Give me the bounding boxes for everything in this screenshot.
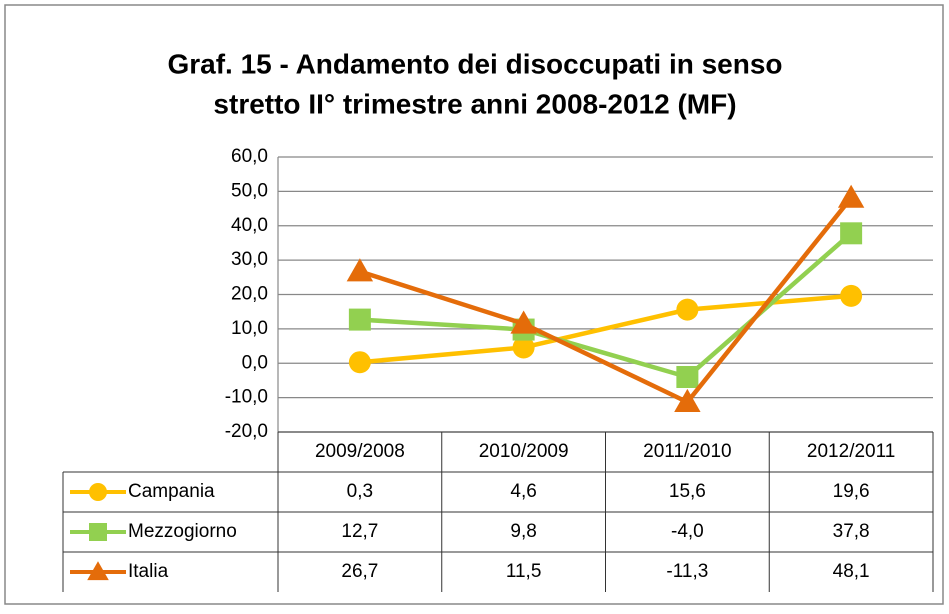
chart-subtitle: stretto II° trimestre anni 2008-2012 (MF… (213, 88, 736, 119)
chart-border (4, 4, 944, 605)
table-value: -11,3 (666, 561, 708, 582)
legend-marker (87, 561, 109, 581)
series-line (359, 231, 853, 380)
grid: -20,0 -10,0 0,0 10,0 20,0 30,0 40,0 50,0 60,0 (225, 146, 933, 442)
y-tick-label: 50,0 (231, 180, 268, 201)
y-tick-label: 60,0 (231, 146, 268, 167)
y-tick-label: -20,0 (225, 421, 268, 442)
table-value: 26,7 (341, 561, 378, 582)
table-value: 0,3 (347, 481, 373, 502)
marker (840, 284, 863, 307)
table-value: 12,7 (341, 521, 378, 542)
table-value: 4,6 (510, 481, 536, 502)
table-value: 15,6 (669, 481, 706, 502)
y-tick-label: 40,0 (231, 215, 268, 236)
x-tick-label: 2012/2011 (807, 441, 895, 462)
legend-marker (89, 523, 107, 541)
table-value: -4,0 (671, 521, 704, 542)
legend-label: Campania (128, 481, 215, 502)
plot (346, 184, 865, 412)
table-value: 11,5 (506, 561, 542, 582)
data-table: 2009/2008 2010/2009 2011/2010 2012/2011 Camp… (62, 431, 934, 592)
x-tick-label: 2009/2008 (315, 441, 405, 462)
y-tick-label: 0,0 (242, 352, 268, 373)
legend-marker (89, 483, 107, 501)
x-tick-label: 2011/2010 (643, 441, 731, 462)
marker (676, 298, 699, 321)
x-tick-label: 2010/2009 (479, 441, 569, 462)
legend-label: Mezzogiorno (128, 521, 237, 542)
y-tick-label: -10,0 (225, 387, 268, 408)
marker (348, 308, 371, 331)
marker (837, 184, 865, 208)
table-value: 48,1 (833, 561, 870, 582)
marker (512, 336, 535, 359)
y-tick-label: 30,0 (231, 249, 268, 270)
marker (346, 258, 374, 282)
marker (676, 366, 699, 388)
marker (510, 310, 537, 334)
y-tick-label: 10,0 (231, 318, 268, 339)
table-value: 37,8 (833, 521, 870, 542)
series-line (359, 196, 853, 405)
legend-label: Italia (128, 561, 169, 582)
marker (840, 222, 863, 245)
marker (674, 388, 701, 412)
table-value: 19,6 (833, 481, 870, 502)
chart-title: Graf. 15 - Andamento dei disoccupati in … (167, 48, 782, 79)
table-value: 9,8 (510, 521, 536, 542)
y-tick-label: 20,0 (231, 284, 268, 305)
marker (348, 351, 371, 374)
